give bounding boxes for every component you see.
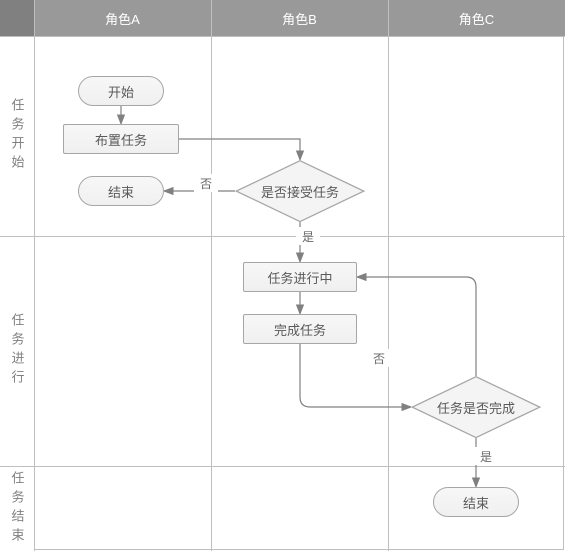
- swimlane-diagram: 角色A角色B角色C任务开始任务进行任务结束否是否是开始布置任务结束是否接受任务任…: [0, 0, 565, 551]
- vline-1: [211, 0, 212, 551]
- edge-label-5: 否: [367, 349, 391, 367]
- node-start: 开始: [78, 76, 164, 106]
- corner-cell: [0, 0, 34, 36]
- vline-2: [388, 0, 389, 551]
- vline-0: [34, 0, 35, 551]
- edge-label-3: 是: [296, 227, 320, 245]
- node-accept-label: 是否接受任务: [235, 160, 365, 222]
- row-header-0: 任务开始: [0, 36, 34, 236]
- hline-0: [0, 36, 565, 37]
- edge-label-2: 否: [194, 174, 218, 192]
- edge-label-6: 是: [474, 447, 498, 465]
- col-header-1: 角色B: [211, 0, 388, 36]
- hline-1: [0, 236, 565, 237]
- node-end1: 结束: [78, 176, 164, 206]
- row-header-1: 任务进行: [0, 236, 34, 466]
- col-header-2: 角色C: [388, 0, 565, 36]
- col-header-0: 角色A: [34, 0, 211, 36]
- hline-2: [0, 466, 565, 467]
- node-done: 任务是否完成: [411, 376, 541, 438]
- node-complete: 完成任务: [243, 314, 357, 344]
- node-done-label: 任务是否完成: [411, 376, 541, 438]
- node-end2: 结束: [433, 487, 519, 517]
- node-inprogress: 任务进行中: [243, 262, 357, 292]
- row-header-2: 任务结束: [0, 466, 34, 551]
- node-accept: 是否接受任务: [235, 160, 365, 222]
- node-assign: 布置任务: [63, 124, 179, 154]
